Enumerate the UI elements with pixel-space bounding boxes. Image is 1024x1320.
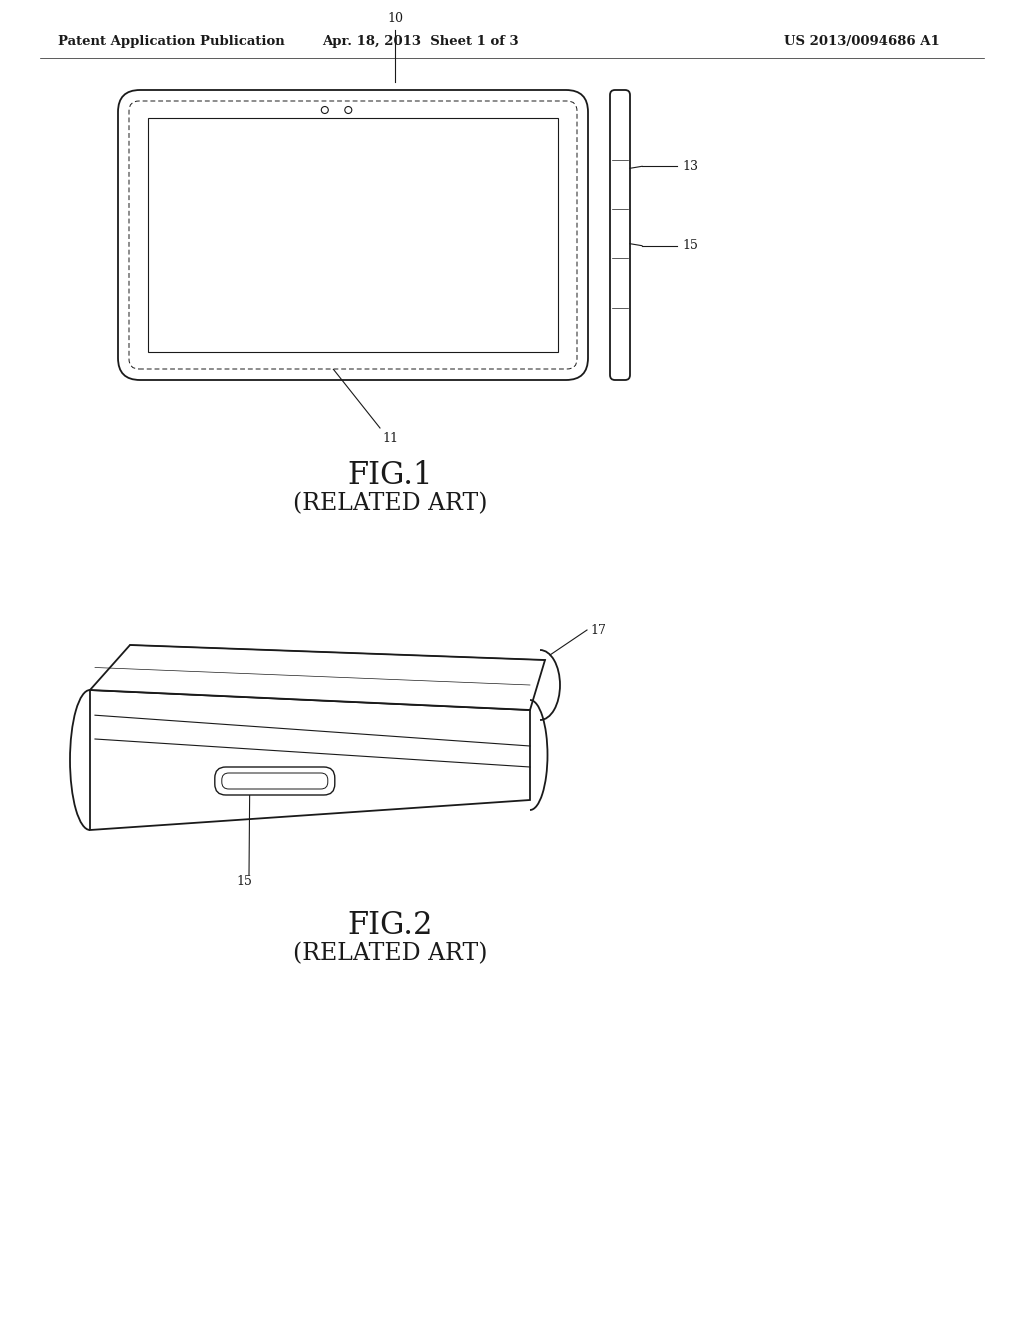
Text: 13: 13 [682,160,698,173]
FancyBboxPatch shape [610,90,630,380]
Text: 15: 15 [237,875,252,888]
Text: 17: 17 [590,623,606,636]
Text: US 2013/0094686 A1: US 2013/0094686 A1 [784,36,940,49]
Text: (RELATED ART): (RELATED ART) [293,942,487,965]
Text: 10: 10 [387,12,403,25]
Text: 11: 11 [382,432,398,445]
FancyBboxPatch shape [222,774,328,789]
FancyBboxPatch shape [118,90,588,380]
Bar [148,117,558,352]
Text: FIG.1: FIG.1 [347,459,433,491]
Text: FIG.2: FIG.2 [347,909,433,941]
FancyBboxPatch shape [215,767,335,795]
FancyBboxPatch shape [129,102,577,370]
Polygon shape [90,645,545,710]
Text: (RELATED ART): (RELATED ART) [293,492,487,515]
Text: Patent Application Publication: Patent Application Publication [58,36,285,49]
Text: 15: 15 [682,239,698,252]
Polygon shape [90,690,530,830]
Text: Apr. 18, 2013  Sheet 1 of 3: Apr. 18, 2013 Sheet 1 of 3 [322,36,518,49]
